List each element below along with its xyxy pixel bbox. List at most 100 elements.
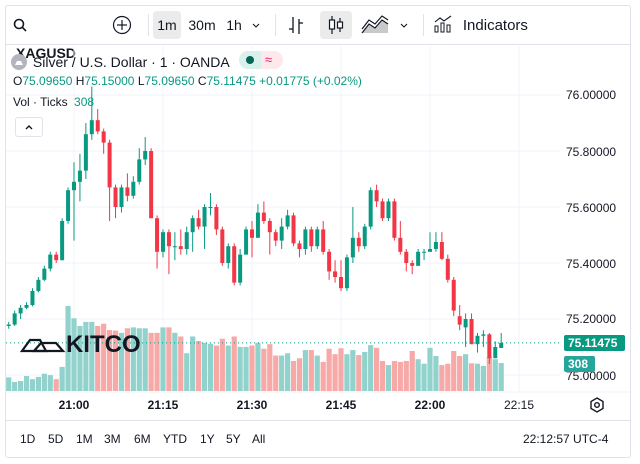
volume-bar [112,330,119,391]
candle-body [196,218,201,227]
volume-bar [279,355,285,391]
range-3m-button[interactable]: 3M [104,432,121,446]
range-1m-button[interactable]: 1M [76,432,93,446]
market-open-dot-icon [245,56,254,64]
collapse-legend-button[interactable] [15,117,43,137]
volume-bar [302,350,308,391]
volume-bar [332,354,338,391]
kitco-logo-icon: KITCO [19,331,141,358]
time-label: 21:00 [58,398,90,412]
candle-body [451,279,456,311]
close-value: 75.11475 [206,74,256,88]
chart-settings-button[interactable] [588,396,606,414]
volume-bar [290,361,297,391]
legend-title: Silver / U.S. Dollar · 1 · OANDA [32,54,229,70]
range-1y-button[interactable]: 1Y [200,432,215,446]
range-ytd-button[interactable]: YTD [163,432,187,446]
area-chart-icon [361,15,389,34]
candle-body [95,120,100,132]
price-label: 76.00000 [566,88,617,102]
last-price-label: 75.11475 [564,335,625,351]
indicators-label: Indicators [462,17,528,34]
time-label: 22:00 [414,398,446,412]
open-label: O [13,74,23,88]
candle-body [143,151,148,160]
candle-body [125,187,130,196]
volume-bar [433,356,439,391]
volume-bar [190,336,196,391]
high-value: 75.15000 [84,74,135,88]
time-label: 21:15 [147,398,179,412]
volume-bar [124,328,130,391]
range-6m-button[interactable]: 6M [134,432,151,446]
volume-bar [225,345,231,391]
price-label: 75.80000 [566,145,617,159]
chart-type-dropdown-button[interactable] [399,11,415,39]
interval-1h-button[interactable]: 1h [226,17,242,33]
volume-bar [71,318,77,391]
candle-body [107,142,112,188]
candle-body [445,258,450,280]
candle-body [356,237,361,247]
candle-body [89,120,94,135]
volume-bar [451,351,457,391]
candle-body [404,251,409,263]
volume-bar [101,323,107,391]
compare-symbol-button[interactable] [112,11,134,39]
range-all-button[interactable]: All [252,432,266,446]
candle-body [398,237,403,252]
svg-text:KITCO: KITCO [66,331,141,354]
volume-bar [498,363,504,391]
candle-body [220,229,225,263]
silver-symbol-icon [11,54,27,70]
volume-bar [118,332,125,391]
range-5y-button[interactable]: 5Y [226,432,241,446]
candle-body [309,229,314,247]
area-style-button[interactable] [361,11,391,39]
candle-body [344,257,349,289]
volume-bar [231,336,237,391]
candle-body [60,221,65,261]
toolbar-divider [423,14,424,36]
interval-30m-button[interactable]: 30m [188,17,216,33]
candlestick-icon [328,16,344,34]
interval-dropdown-button[interactable] [251,11,267,39]
volume-bar [23,376,30,391]
bar-style-button[interactable] [287,11,309,39]
legend-title-row: Silver / U.S. Dollar · 1 · OANDA ≈ [11,51,283,71]
candle-body [250,229,254,238]
candle-body [119,187,124,207]
candle-body [493,347,498,359]
volume-bar [18,381,24,391]
volume-bar [148,332,154,391]
top-toolbar: XAGUSD 1m 30m 1h Indicators [5,5,631,61]
candle-body [202,207,207,227]
symbol-search-button[interactable]: XAGUSD [13,11,93,61]
volume-bar [6,377,12,391]
candles-style-button[interactable] [320,11,352,39]
volume-bar [326,348,332,391]
volume-bar [344,354,350,391]
candle-body [42,268,47,280]
candle-body [333,271,338,277]
footer-divider [6,420,630,421]
open-value: 75.09650 [22,74,73,88]
candle-body [184,232,189,249]
approx-data-icon: ≈ [264,52,272,67]
candle-body [155,218,160,252]
range-5d-button[interactable]: 5D [48,432,64,446]
indicators-button[interactable]: Indicators [433,11,533,39]
volume-bar [261,348,267,391]
candle-body [66,190,71,221]
range-1d-button[interactable]: 1D [20,432,36,446]
candle-body [481,334,486,336]
clock-timezone-button[interactable]: 22:12:57 UTC-4 [523,432,609,446]
candle-body [214,207,219,230]
interval-1m-button[interactable]: 1m [153,11,181,39]
market-status-pill[interactable]: ≈ [238,51,283,69]
candle-body [24,305,29,308]
volume-bar [65,306,71,391]
volume-bar [421,363,427,391]
search-icon [13,18,27,32]
